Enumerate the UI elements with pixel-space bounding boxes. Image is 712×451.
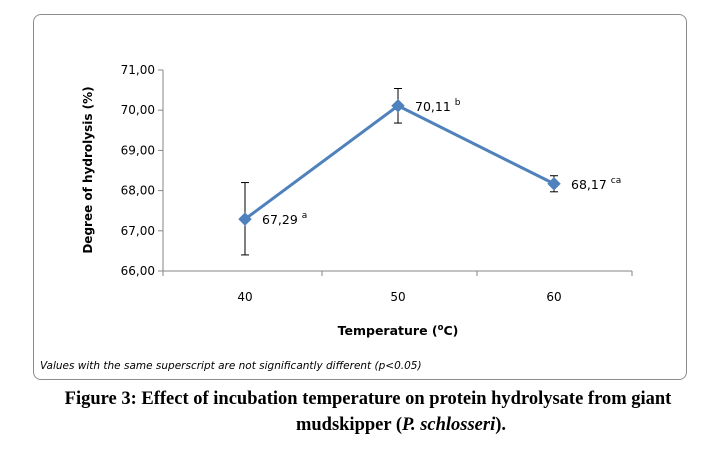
x-axis-label: Temperature (oC) xyxy=(338,323,459,338)
figure-caption: Figure 3: Effect of incubation temperatu… xyxy=(0,386,712,438)
data-labels: 67,29 a 70,11 b 68,17 ca xyxy=(262,98,621,227)
chart-frame xyxy=(33,14,687,380)
x-tick-label: 50 xyxy=(390,290,405,304)
y-tick-label: 66,00 xyxy=(121,264,155,278)
data-point-marker xyxy=(391,99,405,113)
data-label: 70,11 b xyxy=(415,98,461,114)
data-label: 67,29 a xyxy=(262,211,307,227)
caption-line-2: mudskipper (P. schlosseri). xyxy=(295,415,507,435)
x-tick-labels: 40 50 60 xyxy=(162,271,633,304)
x-tick-label: 40 xyxy=(237,290,252,304)
data-point-marker xyxy=(547,177,561,191)
caption-line-1: Figure 3: Effect of incubation temperatu… xyxy=(64,389,672,409)
x-tick-label: 60 xyxy=(546,290,561,304)
y-tick-label: 71,00 xyxy=(121,63,155,77)
data-label: 68,17 ca xyxy=(571,176,621,192)
data-point-marker xyxy=(238,212,252,226)
footnote: Values with the same superscript are not… xyxy=(40,360,422,372)
axes xyxy=(162,70,632,272)
error-bars xyxy=(241,87,558,256)
y-tick-label: 69,00 xyxy=(121,143,155,157)
species-name: P. schlosseri xyxy=(402,415,496,435)
y-tick-labels: 66,00 67,00 68,00 69,00 70,00 71,00 xyxy=(121,63,163,278)
y-tick-label: 70,00 xyxy=(121,103,155,117)
y-tick-label: 67,00 xyxy=(121,224,155,238)
y-axis-label: Degree of hydrolysis (%) xyxy=(81,86,95,253)
y-tick-label: 68,00 xyxy=(121,184,155,198)
line-chart: 66,00 67,00 68,00 69,00 70,00 71,00 40 50 60 67… xyxy=(81,63,633,338)
data-points xyxy=(238,99,561,226)
